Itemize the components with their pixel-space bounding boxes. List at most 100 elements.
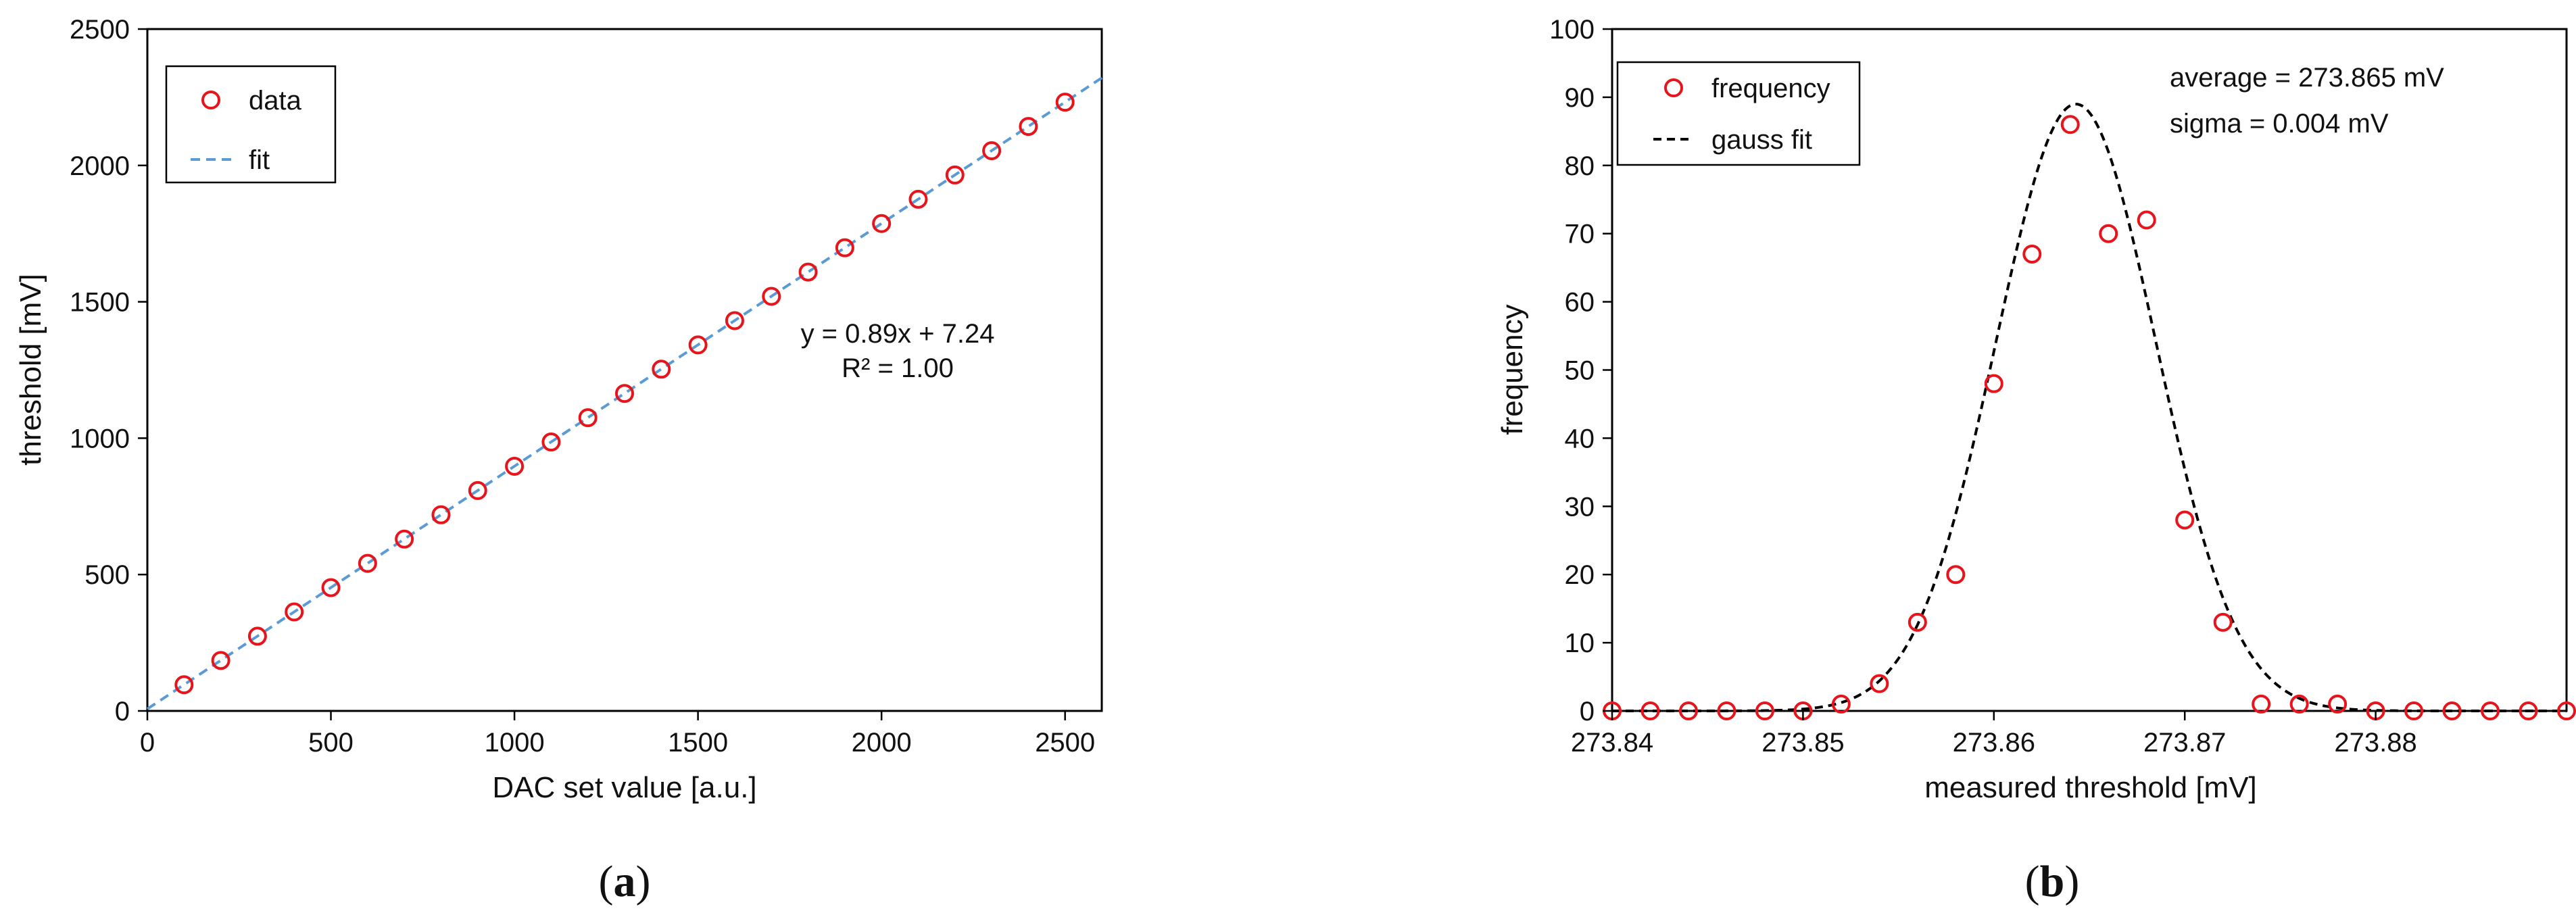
y-tick-label: 30 [1565,492,1595,522]
y-tick-label: 10 [1565,628,1595,658]
x-axis-title-a: DAC set value [a.u.] [492,771,756,804]
y-tick-label: 100 [1549,15,1595,45]
r-squared: R² = 1.00 [842,353,954,383]
x-tick-label: 273.85 [1761,728,1844,758]
chart-b: 273.84 273.85 273.86 273.87 273.88 0 10 20 30 40… [1496,15,2576,906]
x-tick-label: 2500 [1035,728,1095,758]
gauss-fit-curve [1612,103,2567,712]
y-axis-ticks-b: 0 10 20 30 40 50 60 70 80 90 100 [1549,15,1612,726]
data-point [358,553,377,573]
series-fit-line [146,76,1103,710]
legend-b: frequency gauss fit [1616,61,1861,166]
y-tick-label: 1000 [70,424,130,453]
data-point [1019,117,1038,137]
stat-average: average = 273.865 mV [2170,63,2444,93]
x-tick-label: 0 [140,728,155,758]
chart-a: 0 500 1000 1500 2000 2500 0 500 1000 1500 2000 250… [14,15,1103,906]
x-tick-label: 273.84 [1571,728,1653,758]
legend-label-fit: fit [249,145,270,175]
data-point [1870,674,1889,693]
y-tick-label: 90 [1565,83,1595,113]
data-point [2404,701,2424,720]
data-point [762,287,781,306]
data-point [1984,374,2003,393]
data-point [945,165,965,184]
x-tick-label: 273.86 [1953,728,2035,758]
data-point [2099,224,2118,243]
x-axis-ticks-b: 273.84 273.85 273.86 273.87 273.88 [1571,711,2417,758]
y-tick-label: 40 [1565,424,1595,453]
data-point [1678,701,1698,720]
data-point [468,480,487,500]
data-point [2289,694,2309,714]
legend-a: data fit [165,65,337,184]
data-point [982,141,1002,161]
data-point [908,189,928,209]
legend-marker-frequency [1664,78,1683,97]
data-point [2213,612,2233,632]
data-point [247,626,267,646]
y-tick-label: 20 [1565,560,1595,590]
data-point [541,432,561,452]
data-point [431,505,451,524]
x-axis-ticks-a: 0 500 1000 1500 2000 2500 [140,711,1095,758]
data-point [395,529,414,549]
data-point [2022,244,2042,264]
x-tick-label: 500 [308,728,354,758]
data-point [2442,701,2462,720]
plot-frame-a [146,28,1103,712]
y-tick-label: 0 [1580,697,1595,726]
data-point [872,214,892,233]
stat-sigma: sigma = 0.004 mV [2170,109,2389,139]
data-point [2519,701,2538,720]
y-tick-label: 60 [1565,288,1595,318]
data-point [1055,93,1075,112]
data-point [321,578,341,597]
y-tick-label: 500 [84,560,130,590]
panel-label-b: (b) [2025,857,2080,906]
legend-label-gauss: gauss fit [1711,125,1812,155]
fit-equation: y = 0.89x + 7.24 [801,319,995,349]
y-axis-ticks-a: 0 500 1000 1500 2000 2500 [70,15,147,726]
y-tick-label: 0 [115,697,130,726]
data-point [652,360,671,379]
data-point [2137,210,2156,230]
y-tick-label: 2000 [70,151,130,181]
fit-line [146,76,1103,710]
data-point [1907,612,1927,632]
data-point [211,651,230,670]
data-point [2060,115,2080,134]
data-point [174,675,194,695]
y-tick-label: 2500 [70,15,130,45]
panel-label-a: (a) [599,857,651,906]
data-point [2175,510,2195,530]
x-tick-label: 1500 [668,728,728,758]
x-axis-title-b: measured threshold [mV] [1924,771,2257,804]
data-point [798,262,818,282]
series-gauss-fit [1612,103,2567,712]
legend-label-data: data [249,86,302,116]
y-tick-label: 1500 [70,288,130,318]
data-point [578,408,598,428]
data-point [505,456,525,476]
series-data-markers [174,93,1075,695]
data-point [2252,694,2271,714]
data-point [285,602,304,622]
data-point [2481,701,2500,720]
y-tick-label: 50 [1565,356,1595,386]
data-point [2557,701,2576,720]
data-point [725,311,744,330]
data-point [2328,694,2348,714]
data-point [1755,701,1774,720]
y-tick-label: 70 [1565,220,1595,249]
x-tick-label: 273.87 [2143,728,2226,758]
y-axis-title-b: frequency [1496,304,1529,435]
data-point [1641,701,1660,720]
legend-box-a [165,65,337,184]
data-point [688,335,708,355]
x-tick-label: 1000 [485,728,545,758]
legend-marker-data [201,91,220,109]
series-frequency-markers [1603,115,2576,720]
data-point [615,384,634,403]
data-point [1717,701,1736,720]
